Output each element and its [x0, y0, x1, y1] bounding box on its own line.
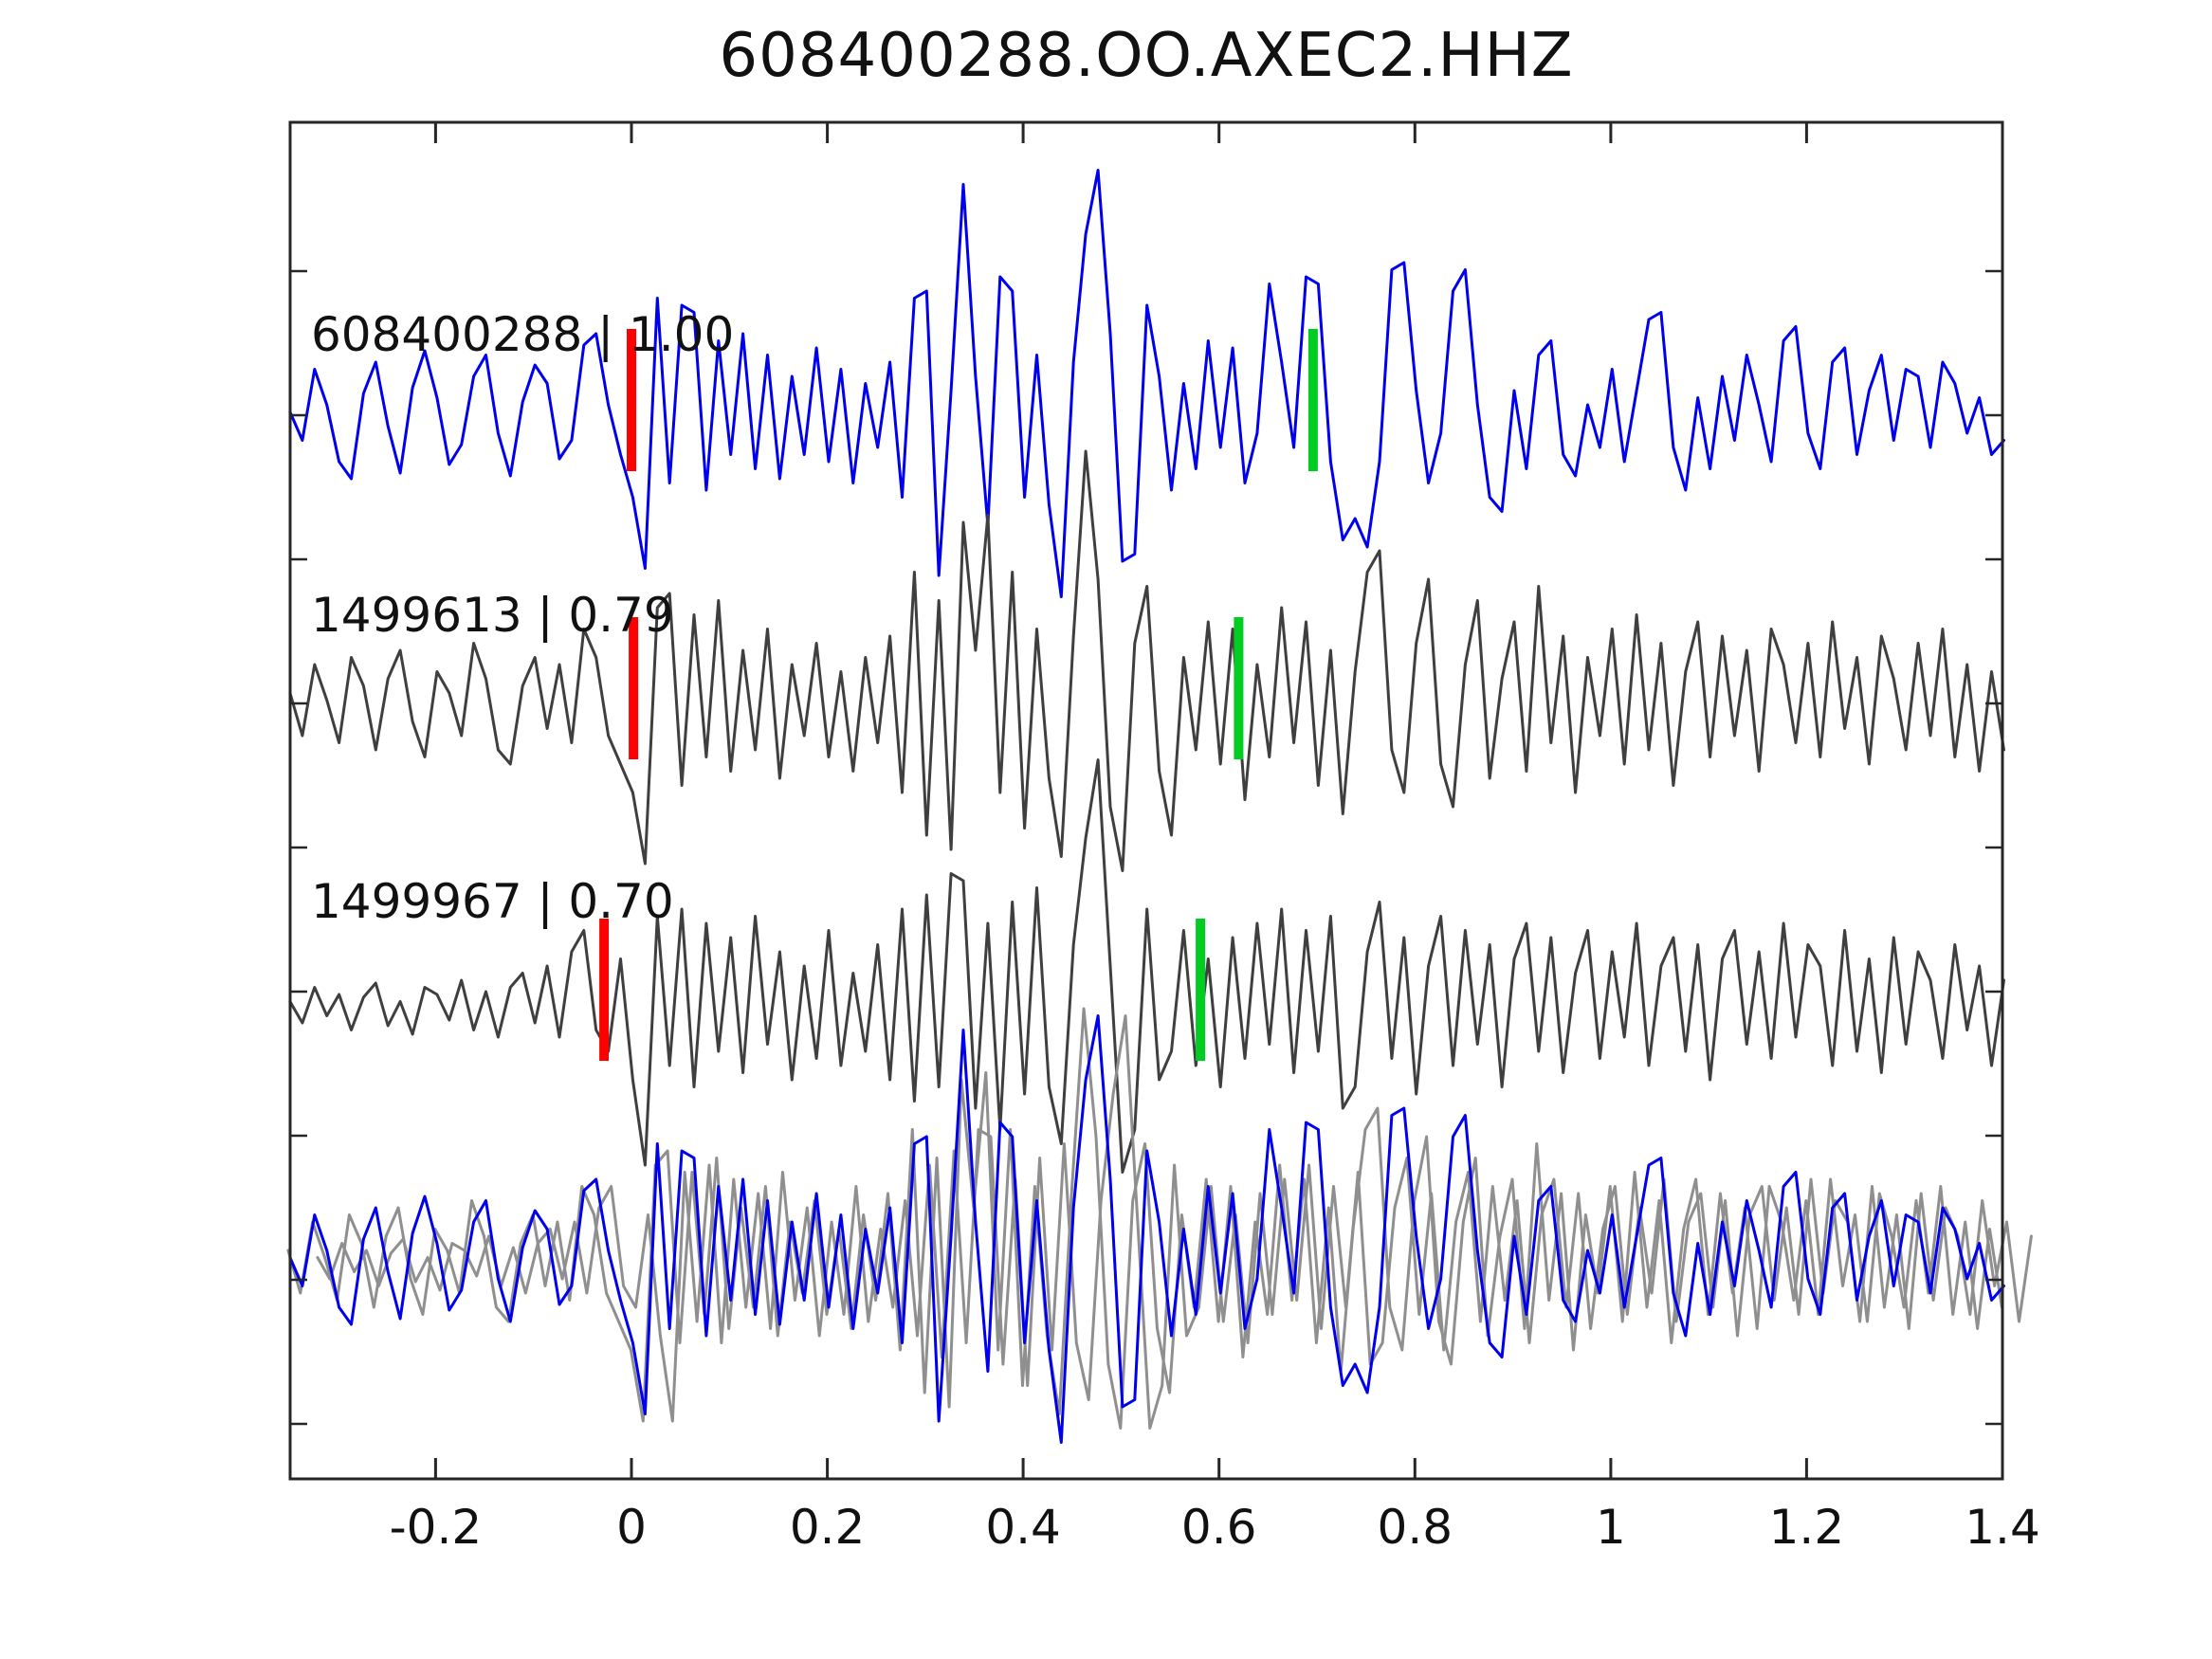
- trace-1499613: [288, 449, 2005, 872]
- overlay-trace-608400288: [288, 1014, 2005, 1444]
- trace-608400288: [288, 169, 2005, 598]
- x-tick-label: 1.4: [1965, 1500, 2040, 1555]
- x-tick-label: 1: [1596, 1500, 1626, 1555]
- pick-marker-red-608400288: [627, 329, 636, 471]
- x-tick-label: 0: [616, 1500, 647, 1555]
- trace-label-detection-1: 1499613 | 0.79: [311, 588, 674, 643]
- x-tick-label: 0.2: [790, 1500, 866, 1555]
- pick-marker-green-1499967: [1196, 919, 1206, 1061]
- trace-1499967: [288, 758, 2005, 1174]
- pick-marker-red-1499967: [599, 919, 610, 1061]
- x-tick-label: 0.6: [1181, 1500, 1257, 1555]
- pick-marker-green-608400288: [1307, 329, 1318, 471]
- x-tick-label: 0.8: [1378, 1500, 1453, 1555]
- x-tick-label: 0.4: [985, 1500, 1061, 1555]
- pick-marker-green-1499613: [1234, 617, 1244, 759]
- trace-label-template: 608400288 | 1.00: [311, 307, 735, 362]
- plot-frame: [288, 120, 2004, 1481]
- overlay-trace-1499967: [316, 1014, 2033, 1430]
- pick-marker-red-1499613: [629, 617, 639, 759]
- x-tick-label: 1.2: [1769, 1500, 1845, 1555]
- x-tick-label: -0.2: [390, 1500, 483, 1555]
- page-title: 608400288.OO.AXEC2.HHZ: [719, 21, 1574, 91]
- trace-label-detection-2: 1499967 | 0.70: [311, 874, 674, 929]
